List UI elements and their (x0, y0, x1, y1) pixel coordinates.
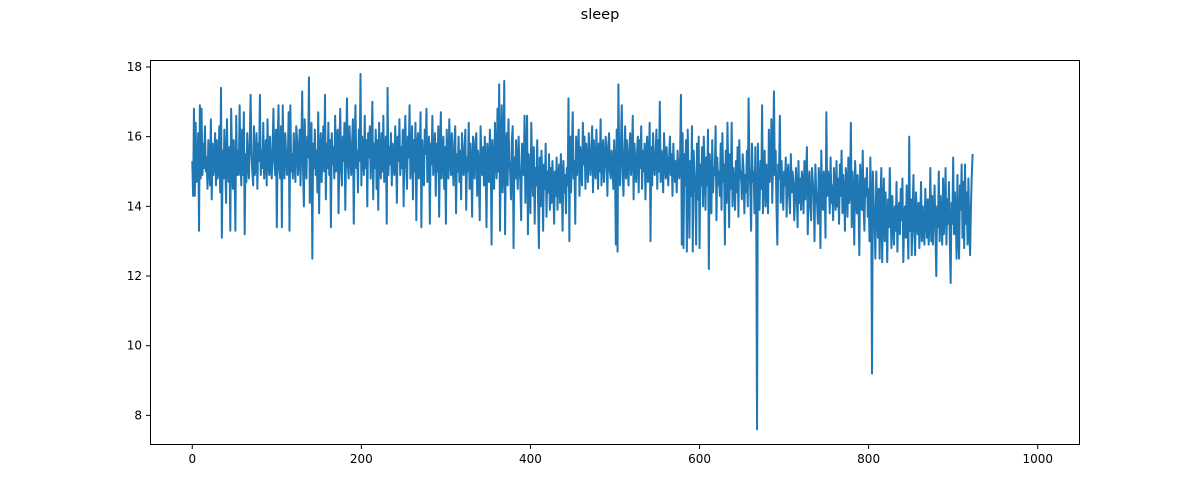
y-tick-label: 14 (127, 199, 142, 213)
y-tick-label: 8 (134, 408, 142, 422)
x-tick-label: 0 (188, 452, 196, 466)
y-tick-label: 18 (127, 60, 142, 74)
x-axis: 0 200 400 600 800 1000 (188, 445, 1053, 466)
y-tick-label: 12 (127, 269, 142, 283)
y-axis: 8 10 12 14 16 18 (127, 60, 150, 422)
x-tick-label: 1000 (1022, 452, 1053, 466)
x-tick-label: 600 (688, 452, 711, 466)
y-tick-label: 16 (127, 130, 142, 144)
chart-title: sleep (580, 7, 620, 23)
x-tick-label: 400 (519, 452, 542, 466)
series-line-sleep (191, 72, 974, 431)
y-tick-label: 10 (127, 339, 142, 353)
x-tick-label: 800 (857, 452, 880, 466)
plot-area-frame (150, 60, 1080, 445)
x-tick-label: 200 (350, 452, 373, 466)
